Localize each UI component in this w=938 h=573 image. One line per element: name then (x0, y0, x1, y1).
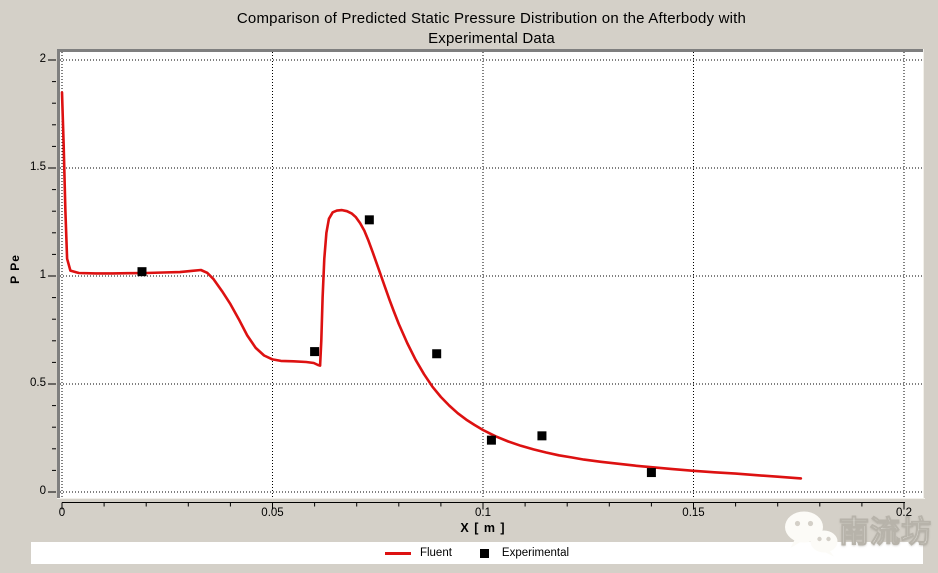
y-axis-label: P Pe (8, 254, 22, 284)
plot-border-left (57, 49, 60, 498)
wechat-icon (785, 511, 838, 557)
plot-border-right (923, 49, 924, 499)
legend-label-fluent: Fluent (419, 547, 452, 559)
x-tick-label: 0.2 (896, 507, 912, 519)
watermark-text: 南流坊 (839, 516, 932, 550)
y-tick-label: 1 (39, 269, 46, 281)
y-tick-label: 0 (39, 485, 46, 497)
y-tick-label: 1.5 (30, 161, 46, 173)
x-tick-label: 0.05 (261, 507, 284, 519)
chart-title: Comparison of Predicted Static Pressure … (60, 9, 923, 49)
x-tick-label: 0 (58, 507, 66, 519)
plot-border-top (57, 49, 924, 52)
plot-area (60, 52, 923, 498)
x-tick-label: 0.15 (682, 507, 705, 519)
x-tick-label: 0.1 (475, 507, 491, 519)
experimental-marker-swatch (479, 548, 489, 558)
legend-label-experimental: Experimental (501, 547, 570, 559)
chart-title-line1: Comparison of Predicted Static Pressure … (236, 10, 747, 27)
y-tick-label: 0.5 (30, 377, 46, 389)
plot-border-bottom (57, 498, 925, 499)
chart-title-line2: Experimental Data (428, 30, 555, 47)
fluent-line-swatch (384, 551, 411, 555)
x-axis-label: X [ m ] (460, 521, 506, 535)
y-tick-label: 2 (39, 53, 46, 65)
legend: Fluent Experimental (31, 542, 923, 564)
watermark: 南流坊 (783, 503, 938, 563)
